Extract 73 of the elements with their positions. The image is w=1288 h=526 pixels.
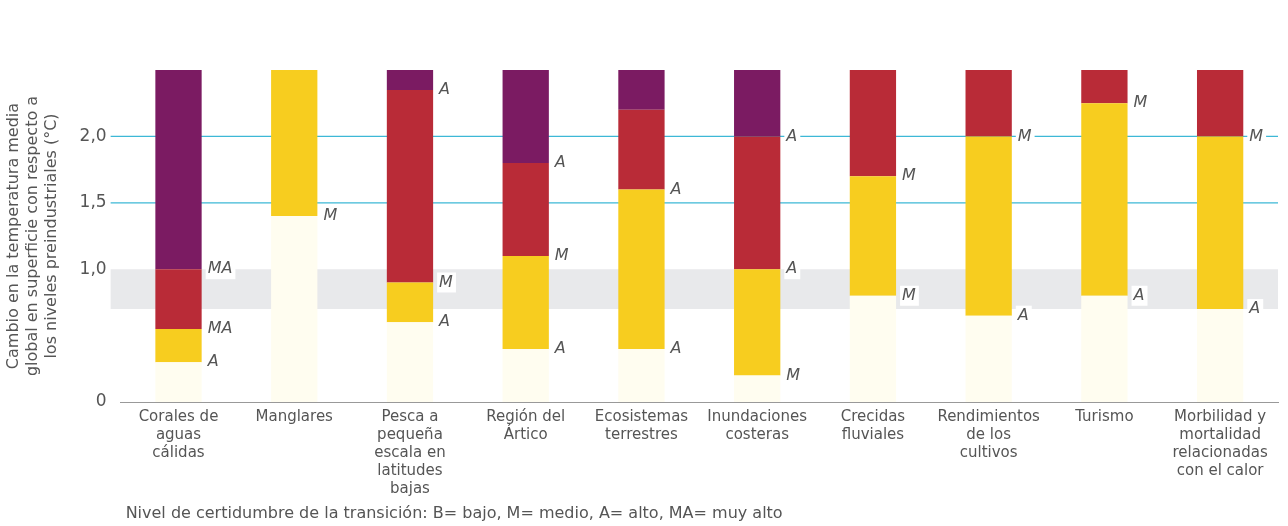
x-tick-label: Región del Ártico bbox=[486, 406, 566, 443]
annotation: A bbox=[669, 178, 682, 198]
bar bbox=[965, 70, 1012, 137]
bar bbox=[965, 136, 1012, 316]
bar bbox=[386, 70, 434, 90]
x-tick-label: Crecidas fluviales bbox=[840, 406, 906, 443]
bar bbox=[502, 348, 549, 402]
annotation: M bbox=[902, 165, 917, 185]
annotation: M bbox=[786, 364, 801, 384]
annotation: M bbox=[1249, 125, 1264, 145]
bar bbox=[1081, 103, 1128, 296]
bar bbox=[849, 70, 897, 177]
bar bbox=[849, 176, 897, 296]
y-tick-label: 1,5 bbox=[79, 191, 107, 212]
annotation: A bbox=[1248, 298, 1261, 318]
annotation: A bbox=[438, 79, 451, 99]
annotation: M bbox=[439, 271, 454, 291]
annotation: A bbox=[785, 258, 798, 278]
bar bbox=[1196, 70, 1244, 137]
bar bbox=[502, 162, 549, 256]
bar bbox=[618, 109, 665, 190]
bar bbox=[965, 315, 1012, 402]
bar bbox=[1196, 136, 1244, 310]
bar bbox=[734, 269, 781, 376]
bar bbox=[155, 328, 202, 363]
bar bbox=[734, 136, 781, 270]
bar bbox=[386, 322, 434, 402]
annotation: MA bbox=[207, 318, 233, 338]
bar bbox=[1081, 295, 1128, 402]
annotation: M bbox=[323, 205, 338, 225]
bar bbox=[271, 70, 318, 217]
x-tick-label: Inundaciones costeras bbox=[707, 406, 808, 443]
x-tick-label: Morbilidad y mortalidad relacionadas con el calor bbox=[1172, 406, 1268, 479]
annotation: A bbox=[206, 351, 219, 371]
y-tick-label: 1,0 bbox=[79, 257, 107, 278]
x-tick-label: Manglares bbox=[255, 406, 334, 425]
annotation: M bbox=[1017, 125, 1032, 145]
bar bbox=[155, 362, 202, 402]
y-tick-label: 0 bbox=[95, 390, 107, 411]
bar bbox=[618, 189, 665, 349]
bar bbox=[386, 89, 434, 283]
bar bbox=[386, 282, 434, 323]
x-tick-label: Pesca a pequeña escala en latitudes bajas bbox=[374, 406, 446, 497]
bar bbox=[618, 348, 665, 402]
x-tick-label: Corales de aguas cálidas bbox=[138, 406, 219, 461]
y-axis-title: Cambio en la temperatura media global en superficie con respecto a los niveles preindustriales (°C) bbox=[2, 95, 61, 377]
y-tick-label: 2,0 bbox=[79, 124, 107, 145]
bar bbox=[1081, 70, 1128, 104]
annotation: A bbox=[553, 152, 566, 172]
bar bbox=[271, 216, 318, 402]
annotation: A bbox=[553, 338, 566, 358]
bar bbox=[734, 70, 781, 137]
x-tick-label: Rendimientos de los cultivos bbox=[937, 406, 1041, 461]
annotation: MA bbox=[207, 258, 233, 278]
bar bbox=[1196, 309, 1244, 402]
bar bbox=[502, 255, 549, 349]
annotation: A bbox=[785, 125, 798, 145]
bar bbox=[734, 375, 781, 402]
bar bbox=[155, 269, 202, 329]
annotation: M bbox=[554, 245, 569, 265]
bar bbox=[849, 295, 897, 402]
annotation: A bbox=[669, 338, 682, 358]
bar bbox=[618, 70, 665, 110]
annotation: M bbox=[1133, 92, 1148, 112]
x-tick-label: Turismo bbox=[1074, 406, 1134, 425]
text: Nivel de certidumbre de la transición: B= bajo, M= medio, A= alto, MA= muy alto bbox=[125, 503, 783, 522]
bar bbox=[155, 70, 202, 270]
x-tick-label: Ecosistemas terrestres bbox=[594, 406, 689, 443]
annotation: A bbox=[438, 311, 451, 331]
annotation: M bbox=[902, 284, 917, 304]
annotation: A bbox=[1016, 304, 1029, 324]
bar bbox=[502, 70, 549, 163]
annotation: A bbox=[1132, 284, 1145, 304]
